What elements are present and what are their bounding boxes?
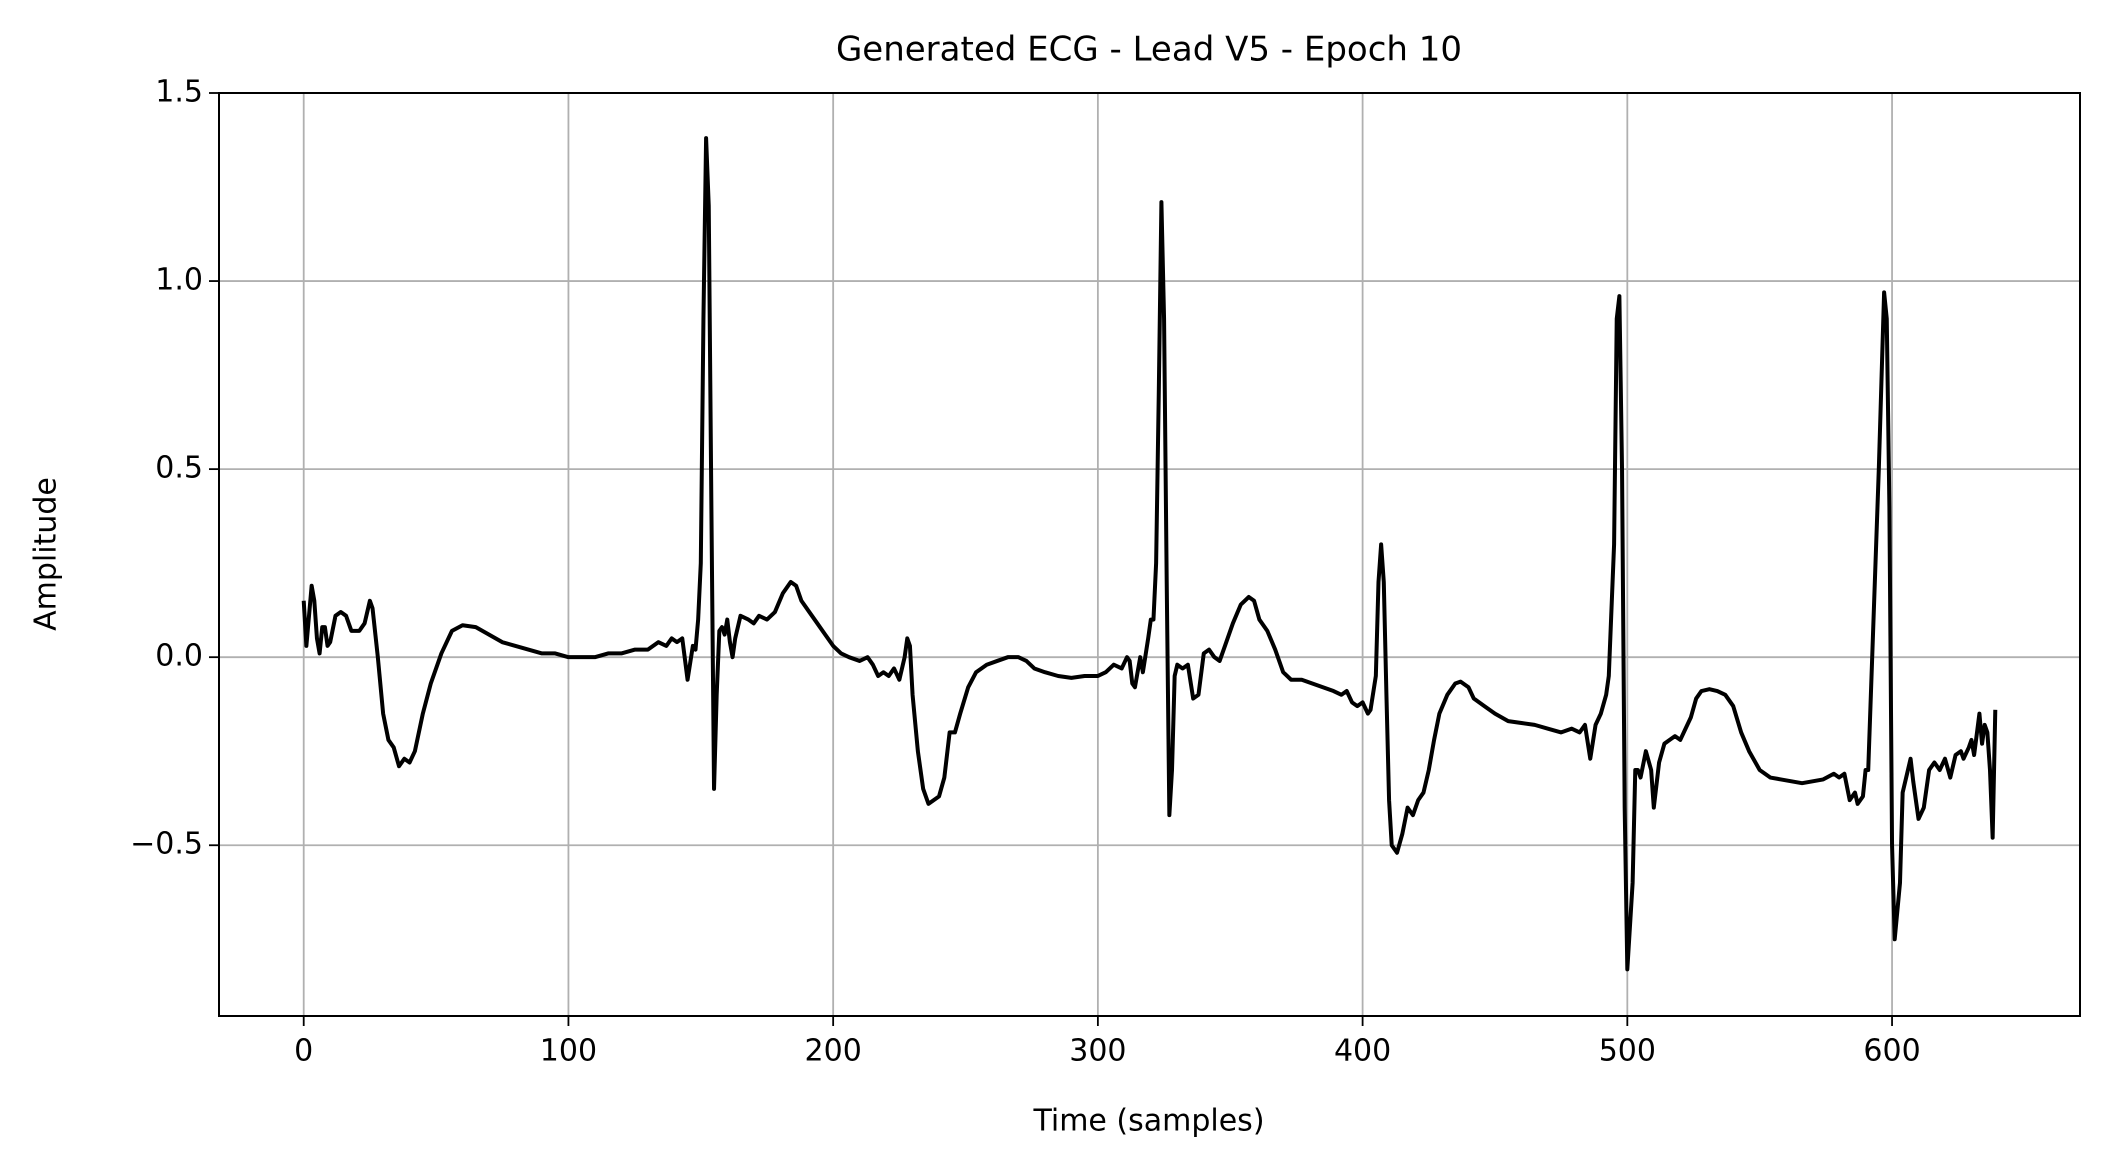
x-tick-label: 100: [540, 1034, 597, 1069]
ecg-line: [301, 136, 1998, 972]
y-tick-label: 0.0: [155, 639, 203, 674]
chart-title: Generated ECG - Lead V5 - Epoch 10: [836, 30, 1462, 70]
y-tick-label: 1.0: [155, 263, 203, 298]
x-tick-label: 500: [1599, 1034, 1656, 1069]
x-tick-label: 300: [1069, 1034, 1126, 1069]
x-tick-label: 200: [805, 1034, 862, 1069]
y-axis-label: Amplitude: [29, 477, 64, 631]
y-tick-label: 1.5: [155, 75, 203, 110]
x-axis-label: Time (samples): [1032, 1104, 1264, 1139]
plot-frame: [218, 92, 2081, 1017]
y-tick-label: −0.5: [130, 827, 203, 862]
x-tick-label: 600: [1863, 1034, 1920, 1069]
x-tick-label: 0: [294, 1034, 313, 1069]
x-tick-label: 400: [1334, 1034, 1391, 1069]
y-tick-label: 0.5: [155, 451, 203, 486]
